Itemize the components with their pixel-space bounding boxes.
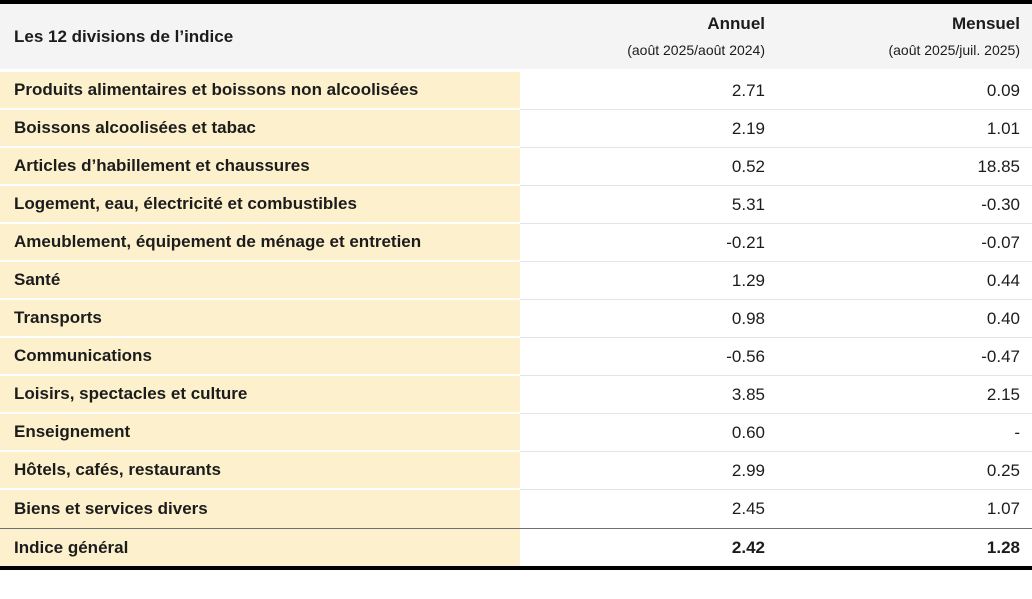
division-label: Hôtels, cafés, restaurants xyxy=(0,452,520,490)
division-label: Ameublement, équipement de ménage et ent… xyxy=(0,224,520,262)
table-row: Logement, eau, électricité et combustibl… xyxy=(0,186,1032,224)
division-label: Transports xyxy=(0,300,520,338)
table-row: Communications -0.56 -0.47 xyxy=(0,338,1032,376)
table-row: Enseignement 0.60 - xyxy=(0,414,1032,452)
table-row: Ameublement, équipement de ménage et ent… xyxy=(0,224,1032,262)
annuel-header-label: Annuel xyxy=(707,14,765,34)
mensuel-value: 0.25 xyxy=(775,452,1032,490)
mensuel-header-period: (août 2025/juil. 2025) xyxy=(888,41,1020,58)
table-row: Transports 0.98 0.40 xyxy=(0,300,1032,338)
table-row: Loisirs, spectacles et culture 3.85 2.15 xyxy=(0,376,1032,414)
division-label: Logement, eau, électricité et combustibl… xyxy=(0,186,520,224)
mensuel-value: 2.15 xyxy=(775,376,1032,414)
annuel-value: 0.98 xyxy=(520,300,775,338)
table-row: Produits alimentaires et boissons non al… xyxy=(0,72,1032,110)
column-header-mensuel: Mensuel (août 2025/juil. 2025) xyxy=(775,4,1032,72)
annuel-value: 3.85 xyxy=(520,376,775,414)
total-annuel-value: 2.42 xyxy=(520,528,775,566)
inflation-divisions-table: Les 12 divisions de l’indice Annuel (aoû… xyxy=(0,0,1032,570)
table-row: Santé 1.29 0.44 xyxy=(0,262,1032,300)
column-header-annuel: Annuel (août 2025/août 2024) xyxy=(520,4,775,72)
annuel-value: 2.45 xyxy=(731,499,765,518)
mensuel-value: - xyxy=(775,414,1032,452)
header-row: Les 12 divisions de l’indice Annuel (aoû… xyxy=(0,4,1032,72)
mensuel-value: 1.07 xyxy=(986,499,1020,518)
division-label: Loisirs, spectacles et culture xyxy=(0,376,520,414)
total-row: Indice général 2.42 1.28 xyxy=(0,528,1032,566)
division-label: Articles d’habillement et chaussures xyxy=(0,148,520,186)
table-row: Articles d’habillement et chaussures 0.5… xyxy=(0,148,1032,186)
annuel-value: 2.99 xyxy=(520,452,775,490)
division-label: Produits alimentaires et boissons non al… xyxy=(0,72,520,110)
mensuel-value: -0.30 xyxy=(775,186,1032,224)
total-mensuel-value: 1.28 xyxy=(775,528,1032,566)
annuel-value: 0.52 xyxy=(520,148,775,186)
division-label: Boissons alcoolisées et tabac xyxy=(0,110,520,148)
mensuel-value: 1.01 xyxy=(775,110,1032,148)
mensuel-value: -0.47 xyxy=(775,338,1032,376)
mensuel-value: 0.09 xyxy=(775,72,1032,110)
annuel-value: 5.31 xyxy=(520,186,775,224)
table-row: Hôtels, cafés, restaurants 2.99 0.25 xyxy=(0,452,1032,490)
annuel-value: 1.29 xyxy=(520,262,775,300)
total-label: Indice général xyxy=(0,528,520,566)
division-label: Communications xyxy=(0,338,520,376)
mensuel-value: -0.07 xyxy=(775,224,1032,262)
division-label: Enseignement xyxy=(0,414,520,452)
table-title: Les 12 divisions de l’indice xyxy=(0,4,520,72)
mensuel-value: 0.40 xyxy=(775,300,1032,338)
table-row: Biens et services divers 2.45 1.07 xyxy=(0,490,1032,528)
division-label: Biens et services divers xyxy=(0,490,520,528)
annuel-value: -0.56 xyxy=(520,338,775,376)
mensuel-header-label: Mensuel xyxy=(951,14,1020,34)
mensuel-value: 0.44 xyxy=(775,262,1032,300)
division-label: Santé xyxy=(0,262,520,300)
annuel-value: 0.60 xyxy=(520,414,775,452)
annuel-value: 2.71 xyxy=(520,72,775,110)
annuel-value: -0.21 xyxy=(520,224,775,262)
table-row: Boissons alcoolisées et tabac 2.19 1.01 xyxy=(0,110,1032,148)
annuel-value: 2.19 xyxy=(520,110,775,148)
mensuel-value: 18.85 xyxy=(775,148,1032,186)
annuel-header-period: (août 2025/août 2024) xyxy=(627,41,765,58)
